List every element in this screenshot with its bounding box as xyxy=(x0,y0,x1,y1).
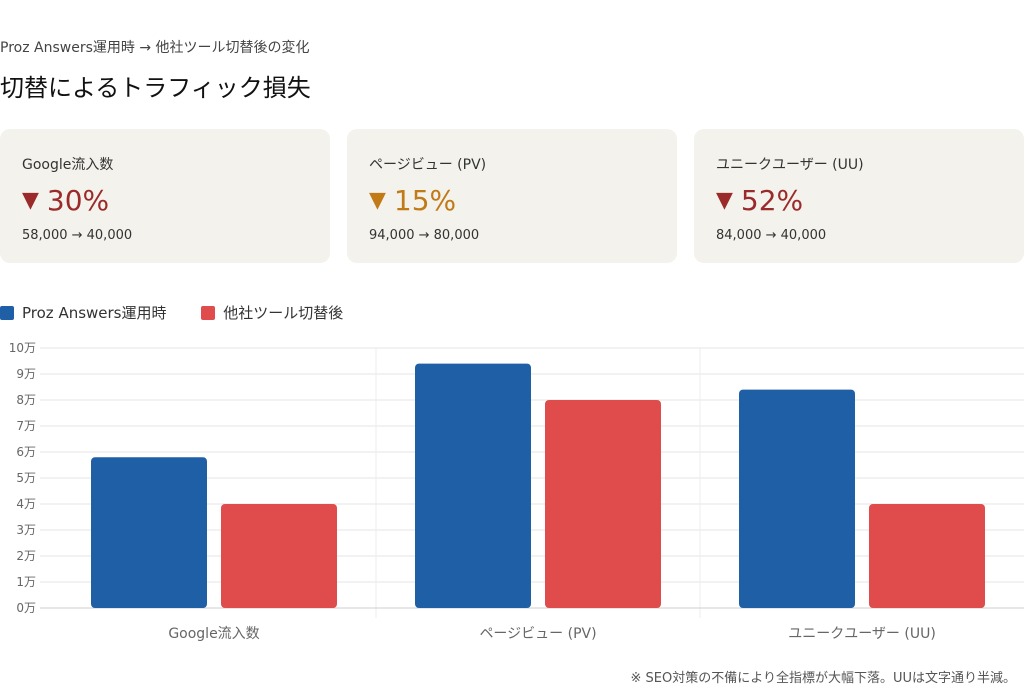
bar xyxy=(869,504,985,608)
metric-delta-value: 15% xyxy=(393,184,457,217)
page-title: 切替によるトラフィック損失 xyxy=(0,74,311,102)
y-tick-label: 5万 xyxy=(16,471,36,485)
legend-item-before[interactable]: Proz Answers運用時 xyxy=(0,302,167,323)
y-tick-label: 1万 xyxy=(16,575,36,589)
down-triangle-icon: ▼ xyxy=(22,188,39,213)
footnote: ※ SEO対策の不備により全指標が大幅下落。UUは文字通り半減。 xyxy=(630,671,1017,686)
bar xyxy=(91,457,207,608)
bar xyxy=(739,389,855,608)
metric-card-google: Google流入数 ▼ 30% 58,000 → 40,000 xyxy=(0,129,330,263)
metric-label: Google流入数 xyxy=(22,157,114,173)
y-tick-label: 2万 xyxy=(16,549,36,563)
metric-delta: ▼ 15% xyxy=(369,184,456,217)
chart-legend: Proz Answers運用時 他社ツール切替後 xyxy=(0,302,373,324)
metric-range: 84,000 → 40,000 xyxy=(716,228,827,243)
metric-delta: ▼ 52% xyxy=(716,184,803,217)
y-tick-label: 6万 xyxy=(16,445,36,459)
down-triangle-icon: ▼ xyxy=(716,188,733,213)
metric-label: ページビュー (PV) xyxy=(369,157,487,173)
y-tick-label: 10万 xyxy=(9,341,36,355)
y-tick-label: 7万 xyxy=(16,419,36,433)
y-tick-label: 4万 xyxy=(16,497,36,511)
metric-card-pv: ページビュー (PV) ▼ 15% 94,000 → 80,000 xyxy=(347,129,677,263)
y-tick-label: 8万 xyxy=(16,393,36,407)
metric-range: 94,000 → 80,000 xyxy=(369,228,480,243)
metric-card-uu: ユニークユーザー (UU) ▼ 52% 84,000 → 40,000 xyxy=(694,129,1024,263)
bar xyxy=(221,504,337,608)
legend-item-after[interactable]: 他社ツール切替後 xyxy=(201,302,343,323)
legend-swatch-after xyxy=(201,305,216,320)
metric-range: 58,000 → 40,000 xyxy=(22,228,133,243)
y-tick-label: 9万 xyxy=(16,367,36,381)
x-tick-label: Google流入数 xyxy=(168,626,259,642)
down-triangle-icon: ▼ xyxy=(369,188,386,213)
legend-label-before: Proz Answers運用時 xyxy=(22,304,167,322)
metric-delta: ▼ 30% xyxy=(22,184,109,217)
legend-swatch-before xyxy=(0,305,14,320)
metric-label: ユニークユーザー (UU) xyxy=(716,157,864,173)
bar xyxy=(545,400,661,608)
bar-chart: 0万 1万 2万 3万 4万 5万 6万 7万 8万 9万 10万 Google流入数 ページビュー (… xyxy=(9,341,1024,642)
metric-delta-value: 52% xyxy=(740,184,804,217)
legend-label-after: 他社ツール切替後 xyxy=(223,304,344,322)
y-tick-label: 3万 xyxy=(16,523,36,537)
bar xyxy=(415,363,531,608)
y-tick-label: 0万 xyxy=(16,601,36,615)
x-tick-label: ページビュー (PV) xyxy=(479,626,596,642)
metric-delta-value: 30% xyxy=(46,184,110,217)
page-subtitle: Proz Answers運用時 → 他社ツール切替後の変化 xyxy=(0,40,310,56)
x-tick-label: ユニークユーザー (UU) xyxy=(788,626,936,642)
